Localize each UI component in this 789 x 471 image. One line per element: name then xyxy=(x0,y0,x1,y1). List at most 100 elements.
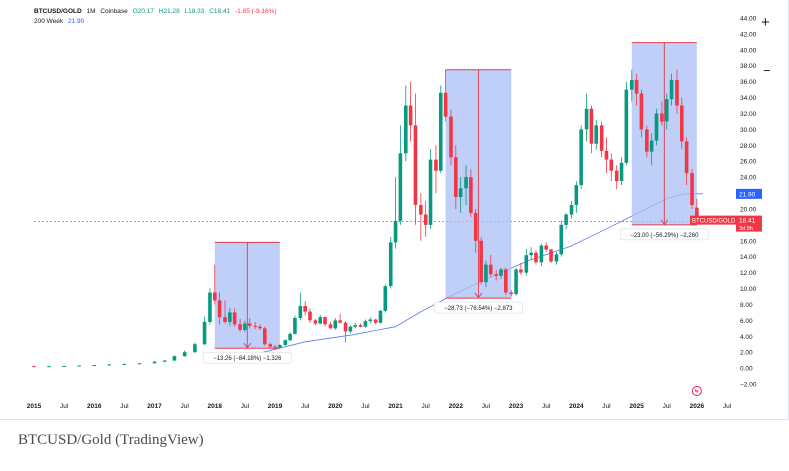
candle xyxy=(293,315,297,335)
candle xyxy=(353,322,357,329)
candle-body xyxy=(559,224,564,255)
candle-body xyxy=(383,286,388,311)
candle-body xyxy=(569,204,574,215)
candle-body xyxy=(423,214,428,225)
candle xyxy=(288,332,292,342)
candle xyxy=(338,313,342,324)
candle xyxy=(524,248,529,276)
crosshair-icon[interactable]: + xyxy=(761,14,770,31)
candle xyxy=(393,177,398,249)
candle-body xyxy=(408,105,413,126)
candle-body xyxy=(609,159,614,171)
candle xyxy=(664,93,669,130)
legend-timeframe: 1M xyxy=(86,8,96,15)
candle xyxy=(258,324,262,330)
candle xyxy=(519,263,523,275)
x-tick-label: Jul xyxy=(602,403,611,410)
candle-body xyxy=(549,249,553,262)
legend-high: H21.28 xyxy=(158,8,180,15)
y-tick-label: 2.00 xyxy=(740,350,753,357)
legend-close: C18.41 xyxy=(209,8,231,15)
candle xyxy=(634,73,639,106)
candle-body xyxy=(645,129,649,152)
chart-frame[interactable]: −13.26 (−84.18%) −1,326 −28.73 (−76.54%) … xyxy=(0,0,789,420)
candle-body xyxy=(488,264,493,275)
candle xyxy=(373,318,378,325)
legend-ma-value: 21.90 xyxy=(67,18,85,25)
candle xyxy=(378,310,383,324)
candle-body xyxy=(695,207,699,222)
x-tick-label: Jul xyxy=(120,403,129,410)
legend-symbol[interactable]: BTCUSD/GOLD xyxy=(34,8,82,15)
candle-body xyxy=(428,159,433,225)
candle xyxy=(488,255,493,277)
measure-label: −28.73 (−76.54%) −2,873 xyxy=(444,306,513,312)
measure-label-box xyxy=(203,351,292,364)
legend-ma-label[interactable]: 200 Week xyxy=(34,18,64,25)
candle-body xyxy=(388,242,393,287)
candle xyxy=(343,321,348,343)
candle xyxy=(363,319,368,328)
candle xyxy=(428,149,433,229)
candle xyxy=(318,314,323,325)
x-tick-label: 2023 xyxy=(509,403,524,410)
candle-body xyxy=(458,188,463,198)
candle-body xyxy=(484,264,488,283)
candle-body xyxy=(514,269,518,295)
current-price-value: 18.41 xyxy=(739,218,756,225)
current-price-countdown: 3d 9h xyxy=(739,226,753,232)
candle xyxy=(217,292,222,325)
candle-body xyxy=(247,323,252,326)
candle-body xyxy=(182,352,187,357)
candle-body xyxy=(238,324,242,330)
candle xyxy=(454,145,458,209)
candle xyxy=(669,73,674,106)
candle-body xyxy=(273,346,277,348)
x-tick-label: 2020 xyxy=(328,403,343,410)
candle xyxy=(619,157,624,186)
candle xyxy=(609,153,614,182)
candle-body xyxy=(639,93,644,130)
legend-change: -1.85 (-9.16%) xyxy=(235,8,277,15)
candle-body xyxy=(675,80,679,106)
candle-body xyxy=(262,328,267,345)
x-tick-label: 2015 xyxy=(27,403,42,410)
y-tick-label: 8.00 xyxy=(740,302,753,309)
candle-body xyxy=(358,325,363,327)
candle-body xyxy=(629,80,634,90)
candle xyxy=(654,108,659,146)
candle-body xyxy=(664,99,669,122)
candle-body xyxy=(434,159,438,171)
candle-body xyxy=(253,325,257,327)
candle-body xyxy=(669,80,674,100)
x-tick-label: 2016 xyxy=(87,403,102,410)
x-tick-label: 2024 xyxy=(569,403,584,410)
candle-body xyxy=(413,125,418,205)
x-tick-label: 2022 xyxy=(449,403,464,410)
candle xyxy=(283,339,288,346)
y-tick-label: 28.00 xyxy=(740,143,757,150)
ma-price-tag: 21.90 xyxy=(736,188,762,199)
minus-icon[interactable]: − xyxy=(763,63,771,78)
candle xyxy=(92,364,97,367)
candle-body xyxy=(258,326,262,329)
candle-body xyxy=(419,204,423,215)
candle-body xyxy=(298,306,303,318)
candle xyxy=(208,288,212,325)
candle xyxy=(107,364,112,366)
candle xyxy=(514,267,518,296)
current-price-tag-left xyxy=(690,215,736,225)
candle xyxy=(268,342,273,349)
candle xyxy=(554,251,559,265)
candle-body xyxy=(348,326,353,332)
measure-box: −13.26 (−84.18%) −1,326 xyxy=(203,241,292,364)
price-chart[interactable]: −13.26 (−84.18%) −1,326 −28.73 (−76.54%) … xyxy=(0,0,789,420)
candle-body xyxy=(524,255,529,273)
x-tick-label: Jul xyxy=(542,403,551,410)
candle xyxy=(152,360,157,364)
legend-row-symbol: BTCUSD/GOLD 1M Coinbase O20.17 H21.28 L1… xyxy=(34,7,280,17)
candle-body xyxy=(32,366,36,368)
candle-body xyxy=(193,344,197,353)
y-tick-label: 20.00 xyxy=(740,206,757,213)
candle-body xyxy=(288,333,292,341)
